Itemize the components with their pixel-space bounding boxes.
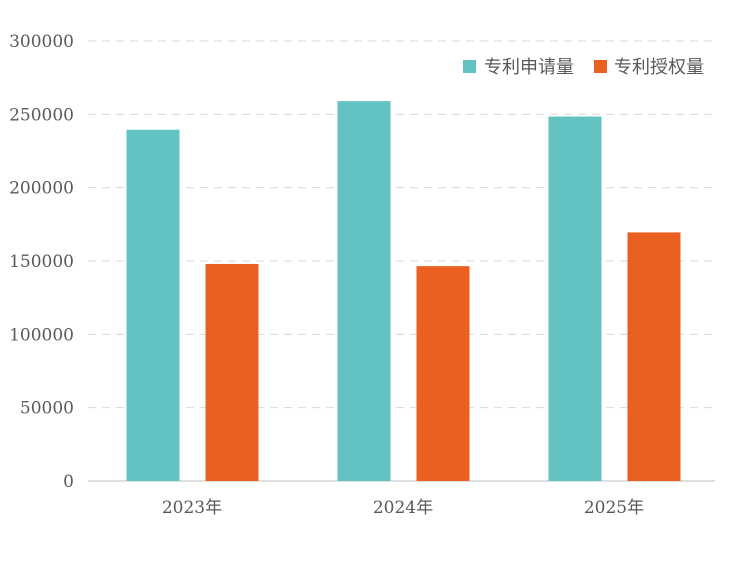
- legend: 专利申请量 专利授权量: [463, 57, 704, 78]
- legend-swatch: [594, 60, 607, 73]
- gridlines: [88, 40, 715, 482]
- y-tick-label: 200000: [9, 179, 74, 199]
- y-tick-label: 250000: [9, 105, 74, 125]
- bar-applications-1: [337, 101, 391, 481]
- y-tick-label: 0: [63, 472, 74, 492]
- bar-grants-0: [205, 263, 259, 481]
- y-tick-label: 100000: [9, 325, 74, 345]
- legend-label: 专利授权量: [614, 57, 704, 78]
- y-axis: 0 50000 100000 150000 200000 250000 300000: [9, 32, 74, 492]
- bars: [126, 101, 681, 482]
- bar-applications-0: [126, 129, 180, 481]
- x-tick-label: 2024年: [373, 498, 433, 518]
- y-tick-label: 150000: [9, 252, 74, 272]
- bar-grants-2: [627, 232, 681, 481]
- x-tick-label: 2023年: [162, 498, 222, 518]
- y-tick-label: 300000: [9, 32, 74, 52]
- x-tick-label: 2025年: [584, 498, 644, 518]
- y-tick-label: 50000: [20, 399, 74, 419]
- bar-applications-2: [548, 116, 602, 482]
- x-axis: 2023年 2024年 2025年: [162, 498, 644, 518]
- legend-swatch: [463, 60, 476, 73]
- bar-grants-1: [416, 266, 470, 481]
- legend-label: 专利申请量: [484, 57, 574, 78]
